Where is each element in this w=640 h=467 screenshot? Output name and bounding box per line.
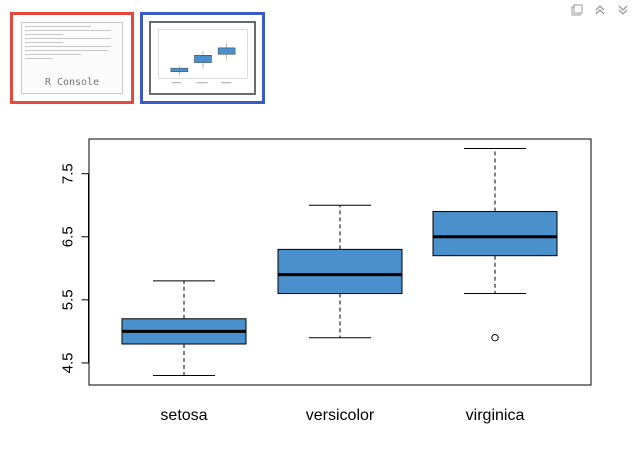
x-category-label: virginica: [466, 407, 525, 424]
y-tick-label: 5.5: [60, 289, 77, 310]
y-tick-label: 7.5: [60, 163, 77, 184]
export-icon[interactable]: [570, 3, 584, 17]
box-versicolor: [277, 204, 403, 339]
box-virginica: [432, 147, 558, 342]
collapse-up-icon[interactable]: [593, 3, 607, 17]
console-thumbnail-preview: R Console: [21, 22, 123, 94]
console-thumbnail[interactable]: R Console: [10, 12, 134, 104]
window-controls: [570, 3, 630, 17]
plot-thumbnail[interactable]: [140, 12, 265, 104]
collapse-down-icon[interactable]: [616, 3, 630, 17]
outlier-point: [491, 333, 499, 342]
y-tick-label: 4.5: [60, 352, 77, 373]
x-category-label: versicolor: [306, 407, 375, 424]
box-iqr: [277, 248, 403, 295]
console-thumbnail-label: R Console: [44, 77, 100, 88]
y-tick-label: 6.5: [60, 226, 77, 247]
x-category-label: setosa: [160, 407, 207, 424]
console-text-lines: [25, 26, 119, 62]
box-setosa: [121, 280, 247, 377]
plot-thumbnail-preview: [149, 21, 256, 95]
box-iqr: [432, 211, 558, 257]
